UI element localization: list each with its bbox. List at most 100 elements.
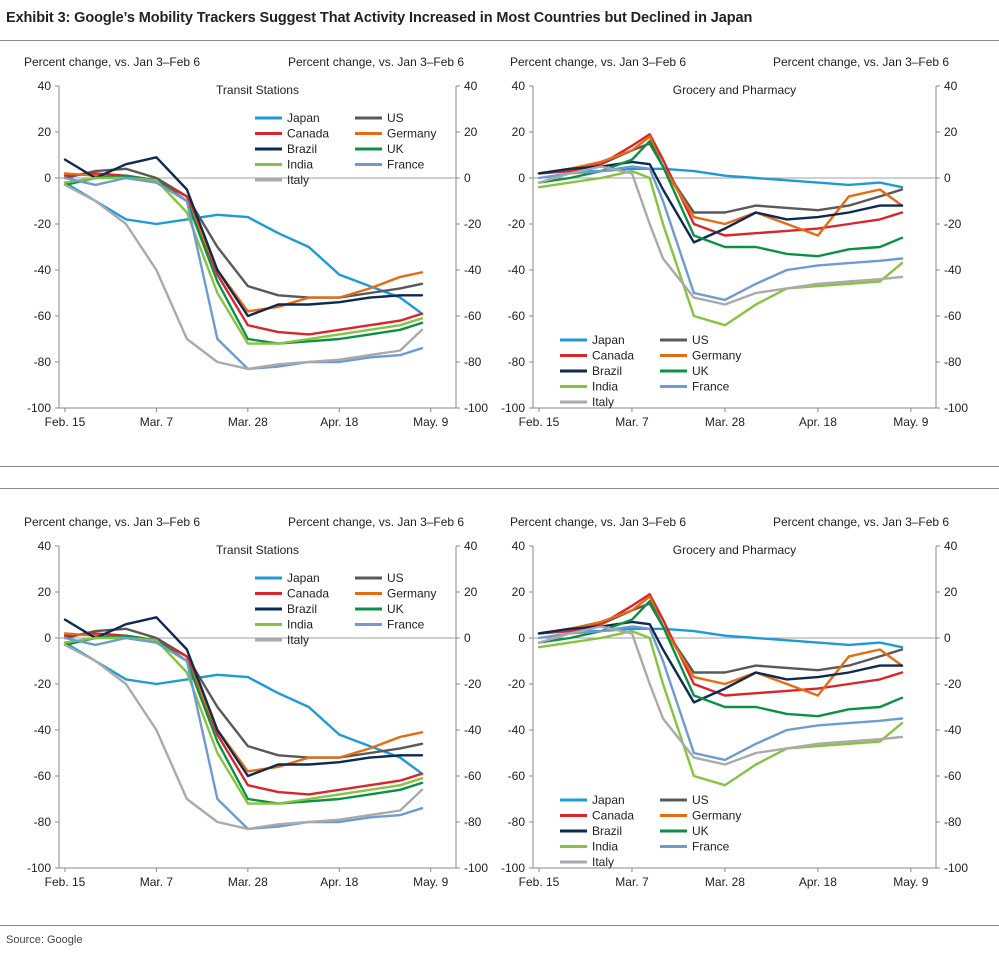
x-tick-label: Feb. 15 <box>519 415 560 429</box>
legend-label-us: US <box>692 333 709 347</box>
series-line-italy <box>63 183 424 371</box>
legend-label-japan: Japan <box>287 571 320 585</box>
x-tick-label: May. 9 <box>413 415 448 429</box>
series-line-brazil <box>537 620 904 704</box>
y-tick-label-right: -80 <box>944 355 962 369</box>
legend-label-italy: Italy <box>592 395 614 409</box>
y-tick-label-right: -100 <box>464 861 488 875</box>
y-tick-label-left: 0 <box>518 631 525 645</box>
y-tick-label-left: -40 <box>508 723 526 737</box>
unit-label-right: Percent change, vs. Jan 3–Feb 6 <box>288 55 465 69</box>
y-tick-label-right: 0 <box>944 171 951 185</box>
y-tick-label-left: 40 <box>512 539 526 553</box>
y-tick-label-left: -80 <box>508 355 526 369</box>
y-tick-label-right: -40 <box>464 723 482 737</box>
y-tick-label-left: -60 <box>34 309 52 323</box>
y-tick-label-right: -60 <box>464 769 482 783</box>
y-tick-label-left: -80 <box>34 355 52 369</box>
legend-label-brazil: Brazil <box>287 602 317 616</box>
series-line-italy <box>63 643 424 831</box>
unit-label-left: Percent change, vs. Jan 3–Feb 6 <box>510 55 687 69</box>
chart-panel-bottom-left: Percent change, vs. Jan 3–Feb 6 Percent … <box>0 508 495 913</box>
y-tick-label-left: 0 <box>518 171 525 185</box>
y-tick-label-right: 0 <box>464 171 471 185</box>
x-tick-label: Apr. 18 <box>799 415 837 429</box>
y-tick-label-right: -80 <box>464 355 482 369</box>
legend-label-uk: UK <box>387 142 404 156</box>
series-line-germany <box>63 172 424 313</box>
legend-label-india: India <box>287 158 313 172</box>
bottom-rule <box>0 925 999 926</box>
unit-label-right: Percent change, vs. Jan 3–Feb 6 <box>288 515 465 529</box>
y-tick-label-left: -80 <box>34 815 52 829</box>
y-tick-label-left: -40 <box>34 723 52 737</box>
series-line-brazil <box>63 156 424 318</box>
y-tick-label-right: 20 <box>464 585 478 599</box>
legend-label-us: US <box>692 793 709 807</box>
legend-label-india: India <box>592 380 618 394</box>
y-tick-label-right: -40 <box>944 723 962 737</box>
legend-label-italy: Italy <box>287 633 309 647</box>
y-tick-label-right: -20 <box>944 217 962 231</box>
series-line-japan <box>63 641 424 775</box>
y-tick-label-right: -20 <box>944 677 962 691</box>
y-tick-label-left: -100 <box>501 401 525 415</box>
y-tick-label-left: 20 <box>512 585 526 599</box>
source-note: Source: Google <box>6 934 83 946</box>
y-tick-label-right: -20 <box>464 677 482 691</box>
series-line-us <box>63 167 424 299</box>
legend-label-canada: Canada <box>592 809 634 823</box>
y-tick-label-right: 40 <box>464 539 478 553</box>
y-tick-label-right: -80 <box>464 815 482 829</box>
y-tick-label-left: -100 <box>27 401 51 415</box>
y-tick-label-right: -80 <box>944 815 962 829</box>
x-tick-label: Apr. 18 <box>320 875 358 889</box>
y-tick-label-right: -100 <box>464 401 488 415</box>
x-tick-label: Mar. 7 <box>140 415 174 429</box>
series-line-brazil <box>537 160 904 244</box>
legend-label-italy: Italy <box>592 855 614 869</box>
legend-label-japan: Japan <box>592 333 625 347</box>
y-tick-label-right: 20 <box>464 125 478 139</box>
unit-label-left: Percent change, vs. Jan 3–Feb 6 <box>24 515 201 529</box>
series-line-brazil <box>63 616 424 778</box>
y-tick-label-right: -60 <box>464 309 482 323</box>
y-tick-label-right: 20 <box>944 585 958 599</box>
y-tick-label-right: -40 <box>464 263 482 277</box>
x-tick-label: Mar. 28 <box>228 415 268 429</box>
y-tick-label-right: 0 <box>464 631 471 645</box>
x-tick-label: May. 9 <box>413 875 448 889</box>
legend-label-us: US <box>387 111 404 125</box>
y-tick-label-right: 0 <box>944 631 951 645</box>
series-line-germany <box>537 595 904 697</box>
transit-stations-chart: 40 40 20 20 0 0 -20 -20 -40 -40 -60 -60 -80 -80 -100 -1… <box>27 79 488 429</box>
y-tick-label-left: -20 <box>508 677 526 691</box>
y-tick-label-right: -40 <box>944 263 962 277</box>
top-rule <box>0 40 999 41</box>
series-line-germany <box>537 135 904 237</box>
grocery-pharmacy-chart: 40 40 20 20 0 0 -20 -20 -40 -40 -60 -60 -80 -80 -100 -1… <box>501 79 968 429</box>
series-line-india <box>537 169 904 327</box>
legend-label-us: US <box>387 571 404 585</box>
y-tick-label-left: 20 <box>38 125 52 139</box>
x-tick-label: Apr. 18 <box>320 415 358 429</box>
legend-label-germany: Germany <box>387 587 436 601</box>
x-tick-label: Mar. 28 <box>705 415 745 429</box>
legend-label-india: India <box>592 840 618 854</box>
y-tick-label-left: -40 <box>508 263 526 277</box>
y-tick-label-left: 40 <box>512 79 526 93</box>
grocery-pharmacy-chart: 40 40 20 20 0 0 -20 -20 -40 -40 -60 -60 -80 -80 -100 -1… <box>501 539 968 889</box>
unit-label-right: Percent change, vs. Jan 3–Feb 6 <box>773 55 950 69</box>
series-line-india <box>537 629 904 787</box>
legend-label-japan: Japan <box>592 793 625 807</box>
chart-panel-top-right: Percent change, vs. Jan 3–Feb 6 Percent … <box>495 48 999 453</box>
legend-label-uk: UK <box>387 602 404 616</box>
transit-stations-chart: 40 40 20 20 0 0 -20 -20 -40 -40 -60 -60 -80 -80 -100 -1… <box>27 539 488 889</box>
series-line-italy <box>537 165 904 306</box>
middle-rule <box>0 466 999 467</box>
x-tick-label: Mar. 28 <box>228 875 268 889</box>
legend-label-uk: UK <box>692 824 709 838</box>
legend-label-japan: Japan <box>287 111 320 125</box>
series-line-france <box>63 636 424 831</box>
x-tick-label: Feb. 15 <box>45 875 86 889</box>
